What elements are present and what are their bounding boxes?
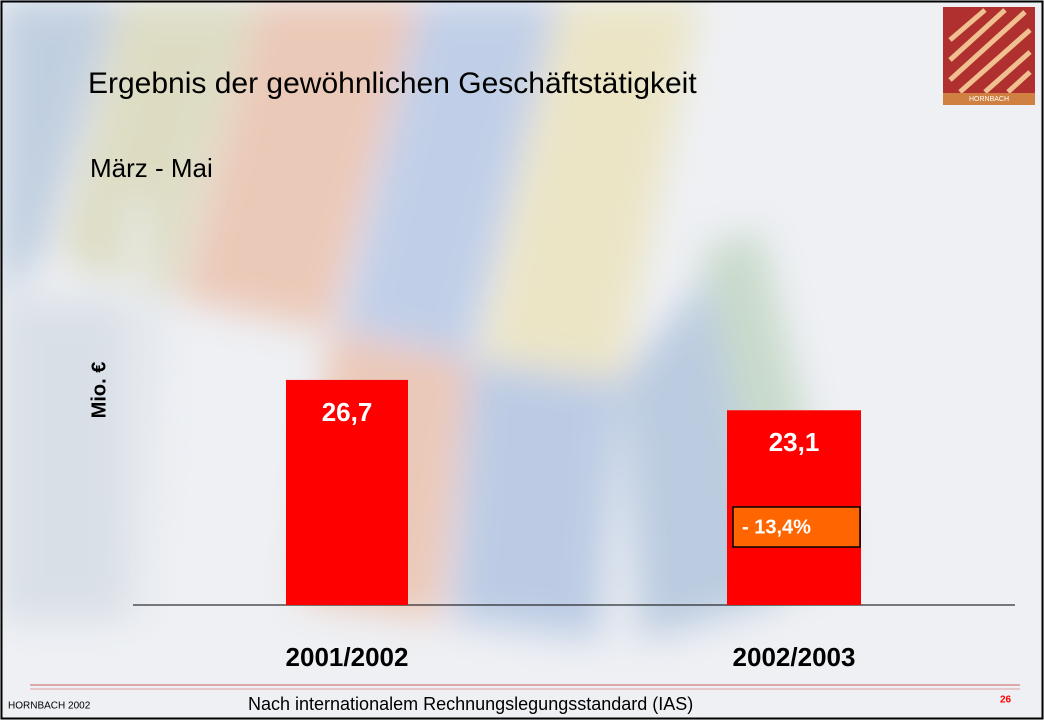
x-tick-label: 2001/2002	[286, 642, 409, 672]
page: HORNBACH Ergebnis der gewöhnlichen Gesch…	[0, 0, 1044, 720]
footer-left: HORNBACH 2002	[8, 701, 91, 712]
chart-subtitle: März - Mai	[90, 153, 213, 183]
annotation-text: - 13,4%	[742, 516, 811, 538]
background	[0, 0, 1044, 720]
y-axis-label: Mio. €	[88, 362, 110, 419]
chart-title: Ergebnis der gewöhnlichen Geschäftstätig…	[88, 67, 697, 100]
value-label: 23,1	[769, 427, 820, 457]
x-tick-label: 2002/2003	[733, 642, 856, 672]
footer-center: Nach internationalem Rechnungslegungssta…	[248, 694, 693, 714]
logo: HORNBACH	[943, 7, 1035, 105]
logo-text: HORNBACH	[969, 96, 1009, 103]
annotation: - 13,4%	[733, 507, 860, 547]
slide: HORNBACH Ergebnis der gewöhnlichen Gesch…	[0, 0, 1044, 720]
page-number: 26	[1000, 695, 1012, 706]
value-label: 26,7	[322, 397, 373, 427]
